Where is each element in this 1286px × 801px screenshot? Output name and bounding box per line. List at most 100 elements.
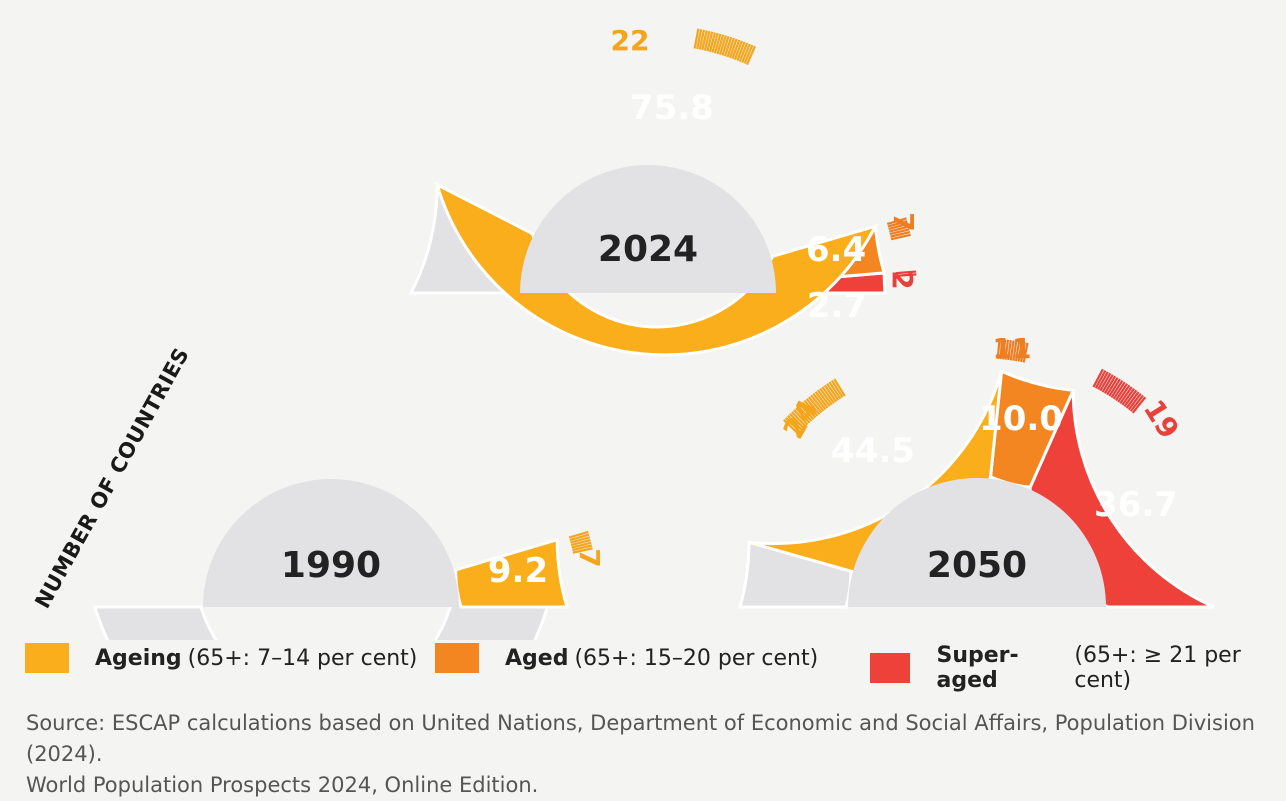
tick-mark — [1017, 341, 1023, 362]
tick-mark — [1103, 375, 1117, 394]
tick-mark — [711, 32, 719, 53]
tick-mark — [793, 409, 809, 426]
ageing-segment-2024 — [434, 181, 879, 357]
tick-mark — [1092, 368, 1104, 388]
tick-mark — [889, 225, 909, 233]
tick-mark — [785, 416, 801, 433]
legend-item-aged: Aged (65+: 15–20 per cent) — [435, 643, 818, 673]
tick-mark — [693, 28, 700, 49]
tick-mark — [1014, 341, 1021, 362]
ageing-value-label-1990: 9.2 — [488, 551, 548, 591]
tick-mark — [830, 379, 844, 398]
legend: Ageing (65+: 7–14 per cent) Aged (65+: 1… — [0, 643, 1286, 693]
source-line-1: Source: ESCAP calculations based on Unit… — [26, 711, 1255, 766]
aged-value-label-2024: 6.4 — [806, 230, 866, 270]
axis-label: NUMBER OF COUNTRIES — [30, 344, 194, 613]
tick-mark — [789, 413, 805, 429]
tick-mark — [570, 536, 591, 544]
tick-mark — [1112, 381, 1126, 400]
tick-mark — [1022, 342, 1029, 363]
tick-mark — [826, 383, 840, 401]
tick-mark — [886, 217, 907, 226]
tick-mark — [1099, 372, 1112, 392]
tick-mark — [733, 40, 743, 61]
tick-mark — [728, 38, 738, 59]
tick-mark — [1106, 377, 1119, 396]
super-aged-value-label-2024: 2.7 — [807, 286, 867, 326]
ageing-country-count-2024: 22 — [611, 24, 756, 65]
aged-country-count-label-2024: 7 — [887, 212, 920, 231]
aged-value-label-2050: 10.0 — [979, 399, 1063, 439]
tick-mark — [797, 405, 813, 422]
aged-country-count-label-2050: 11 — [993, 332, 1032, 365]
tick-mark — [1020, 342, 1026, 363]
tick-mark — [1127, 392, 1142, 411]
inner-circle-2024 — [520, 165, 776, 293]
super-aged-value-label-2050: 36.7 — [1094, 485, 1178, 525]
tick-mark — [703, 30, 711, 51]
tick-mark — [819, 387, 833, 406]
year-label-1990: 1990 — [281, 545, 381, 586]
tick-mark — [787, 415, 803, 431]
tick-mark — [801, 401, 817, 419]
tick-mark — [1097, 371, 1109, 390]
tick-mark — [1117, 384, 1131, 403]
legend-swatch-aged — [435, 643, 479, 673]
tick-mark — [1001, 339, 1007, 360]
tick-mark — [808, 396, 823, 414]
tick-mark — [1004, 339, 1010, 360]
tick-mark — [1123, 389, 1138, 408]
tick-mark — [1094, 370, 1107, 389]
tick-mark — [701, 30, 708, 51]
tick-mark — [708, 32, 717, 53]
tick-mark — [888, 222, 909, 231]
semi-donut-2050: 2050 44.5 10.0 36.7 24 11 19 — [738, 332, 1215, 609]
tick-mark — [823, 384, 837, 403]
source-note: Source: ESCAP calculations based on Unit… — [26, 708, 1266, 801]
tick-mark — [721, 36, 730, 56]
legend-desc-aged: (65+: 15–20 per cent) — [574, 645, 819, 671]
tick-mark — [698, 29, 706, 50]
tick-mark — [713, 33, 722, 54]
super-aged-country-count-2050: 19 — [1092, 368, 1186, 445]
tick-mark — [890, 231, 911, 238]
tick-mark — [571, 541, 592, 549]
tick-mark — [572, 544, 593, 552]
source-line-2: World Population Prospects 2024, Online … — [26, 773, 539, 797]
tick-mark — [1121, 387, 1135, 406]
legend-swatch-ageing — [25, 643, 69, 673]
inner-circle-1990 — [203, 479, 459, 607]
tick-mark — [1009, 340, 1015, 361]
tick-mark — [805, 398, 821, 415]
legend-desc-super-aged: (65+: ≥ 21 per cent) — [1074, 643, 1241, 693]
ageing-segment-1990 — [454, 537, 570, 609]
super-aged-country-count-2024: 2 — [886, 270, 919, 289]
tick-mark — [799, 403, 815, 421]
semi-donut-2024: 2024 75.8 6.4 2.7 22 7 2 — [408, 24, 920, 357]
year-label-2050: 2050 — [927, 545, 1027, 586]
tick-mark — [783, 419, 799, 435]
tick-mark — [889, 228, 910, 236]
tick-mark — [999, 339, 1004, 360]
tick-mark — [1007, 339, 1012, 361]
super-aged-country-count-label-2050: 19 — [1137, 394, 1186, 445]
tick-mark — [1101, 374, 1114, 393]
super-aged-country-count-label-2024: 2 — [886, 270, 919, 289]
tick-mark — [1129, 394, 1144, 412]
year-label-2024: 2024 — [598, 229, 698, 270]
tick-mark — [696, 29, 703, 50]
semi-donut-charts: 1990 9.2 7 2024 75.8 6.4 2.7 22 7 2 2050 44.5 10.0 36… — [30, 24, 1215, 640]
tick-mark — [723, 36, 733, 57]
tick-mark — [1125, 391, 1140, 409]
ageing-value-label-2050: 44.5 — [831, 431, 915, 471]
tick-mark — [569, 533, 590, 542]
ageing-value-label-2024: 75.8 — [630, 88, 714, 128]
tick-mark — [746, 45, 756, 65]
tick-mark — [896, 273, 917, 277]
tick-mark — [795, 407, 811, 424]
tick-mark — [738, 42, 749, 62]
tick-mark — [736, 41, 746, 61]
tick-mark — [810, 394, 825, 412]
legend-item-ageing: Ageing (65+: 7–14 per cent) — [25, 643, 417, 673]
tick-mark — [887, 220, 908, 228]
